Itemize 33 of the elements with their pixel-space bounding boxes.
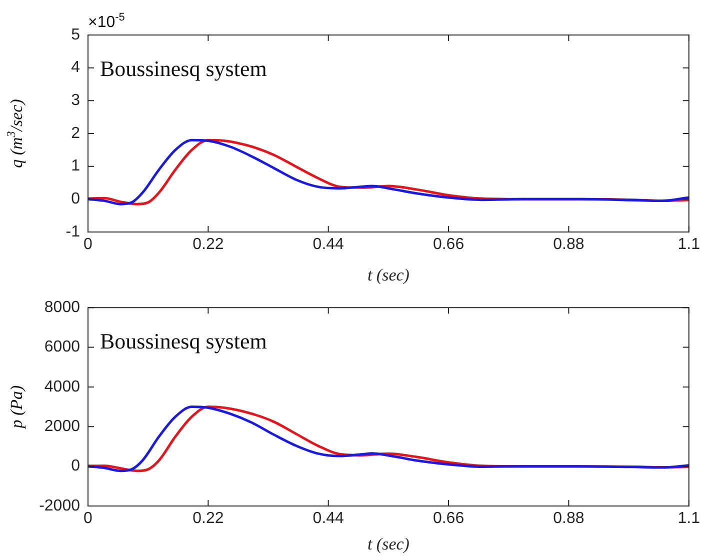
x-tick-label: 0.44 — [312, 236, 344, 254]
x-tick-label: 0.44 — [312, 510, 344, 528]
line-series — [88, 406, 689, 472]
line-series — [88, 138, 689, 206]
y-tick-label: 6000 — [44, 338, 80, 356]
x-axis-title: t (sec) — [367, 265, 410, 284]
y-tick-label: 3 — [71, 92, 80, 110]
y-tick-label: 1 — [71, 158, 80, 175]
y-tick-label: 2000 — [44, 418, 80, 436]
y-axis-title: q (m3/sec) — [4, 98, 26, 168]
y-tick-label: 5 — [71, 26, 80, 44]
x-tick-label: 0.88 — [553, 510, 584, 528]
x-tick-label: 0 — [84, 510, 93, 528]
y-tick-label: 0 — [71, 190, 80, 208]
x-tick-label: 0.66 — [432, 236, 464, 254]
y-tick-label: 0 — [71, 458, 80, 475]
x-tick-label: 0.66 — [432, 510, 464, 528]
x-axis-title: t (sec) — [367, 534, 410, 554]
y-tick-label: 4000 — [44, 378, 80, 396]
annotation: Boussinesq system — [100, 56, 267, 81]
y-tick-label: 4 — [71, 59, 80, 76]
x-tick-label: 0.88 — [553, 236, 584, 254]
x-tick-label: 0 — [84, 236, 93, 254]
y-tick-label: 8000 — [44, 299, 80, 316]
y-axis-title: p (Pa) — [7, 384, 26, 430]
x-tick-label: 1.1 — [678, 236, 700, 254]
y-tick-label: -2000 — [39, 497, 80, 514]
x-tick-label: 0.22 — [192, 510, 224, 528]
annotation: Boussinesq system — [100, 328, 267, 354]
x-tick-label: 1.1 — [678, 510, 700, 528]
x-tick-label: 0.22 — [192, 236, 224, 254]
y-tick-label: 2 — [71, 124, 80, 142]
y-tick-label: -1 — [66, 223, 80, 240]
